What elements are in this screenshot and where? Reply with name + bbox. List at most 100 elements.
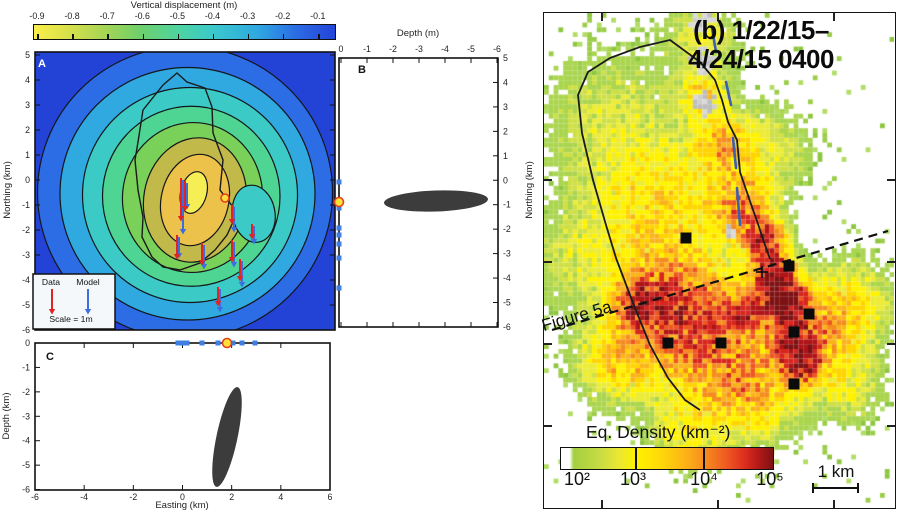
panel-b-label: B: [358, 64, 366, 76]
tick-label: -6: [22, 325, 30, 335]
dike-segment: [731, 136, 738, 170]
tick-label: 2: [25, 125, 30, 135]
displacement-arrow-head: [230, 262, 238, 268]
surface-model-point: [239, 340, 245, 346]
displacement-arrow-head: [238, 282, 246, 288]
tick-label: -5: [22, 300, 30, 310]
dike-model-ellipse: [212, 387, 242, 487]
colorbar-tick-label: -0.4: [204, 11, 221, 21]
map-title-line1: (b) 1/22/15–: [693, 15, 829, 45]
tick-label: -2: [22, 387, 30, 397]
tick-label: 0: [25, 338, 30, 348]
eq-density-tick-label: 10⁵: [756, 469, 784, 489]
tick-label: -4: [503, 273, 511, 283]
eq-density-colorbar: [560, 447, 774, 470]
displacement-arrow-head: [216, 307, 224, 313]
tick-label: 0: [180, 492, 185, 502]
cross-section-dashed-line: [551, 229, 889, 332]
surface-model-point: [336, 225, 342, 231]
tick-label: -5: [503, 298, 511, 308]
panel-a-label: A: [38, 58, 46, 70]
tick-label: 6: [328, 492, 333, 502]
tick-label: 1: [503, 151, 508, 161]
displacement-arrow-head: [228, 219, 236, 225]
station-square: [788, 326, 800, 338]
colorbar-tick-label: -0.1: [310, 11, 326, 21]
colorbar-tick-label: -0.7: [99, 11, 115, 21]
panel-c-xlabel: Easting (km): [155, 500, 209, 511]
colorbar-tick: [37, 34, 39, 39]
displacement-arrow-head: [214, 301, 222, 307]
tick-label: -6: [493, 44, 501, 54]
tick-label: -2: [503, 224, 511, 234]
tick-label: -6: [22, 485, 30, 495]
map-title: (b) 1/22/15– 4/24/15 0400: [632, 15, 890, 74]
tick-label: 1: [25, 150, 30, 160]
displacement-arrow-head: [230, 227, 238, 233]
tick-label: -2: [389, 44, 397, 54]
tick-label: -4: [441, 44, 449, 54]
surface-model-point: [215, 340, 221, 346]
station-square: [680, 232, 692, 244]
displacement-colorbar: [33, 24, 336, 40]
displacement-colorbar-title: Vertical displacement (m): [130, 0, 238, 11]
legend-scale-label: Scale = 1m: [49, 314, 93, 324]
station-square: [788, 378, 800, 390]
sill-model-ellipse: [384, 190, 488, 212]
colorbar-tick-label: -0.5: [169, 11, 185, 21]
colorbar-tick: [142, 34, 145, 39]
tick-label: 0: [339, 44, 344, 54]
displacement-arrow-head: [248, 234, 256, 240]
dike-segment: [710, 26, 718, 54]
eq-density-map: [543, 12, 896, 509]
colorbar-tick: [177, 34, 180, 39]
tick-label: -3: [415, 44, 423, 54]
tick-label: -1: [503, 200, 511, 210]
surface-model-point: [336, 179, 342, 185]
colorbar-tick-label: -0.9: [29, 11, 45, 21]
tick-label: 5: [25, 50, 30, 60]
displacement-arrow-head: [48, 309, 56, 315]
tick-label: -1: [22, 200, 30, 210]
legend-data-label: Data: [41, 277, 61, 287]
tick-label: -6: [31, 492, 39, 502]
tick-label: 0: [503, 175, 508, 185]
colorbar-tick-label: -0.2: [275, 11, 291, 21]
tick-label: 4: [25, 75, 30, 85]
tick-label: 3: [25, 100, 30, 110]
tick-label: 5: [503, 53, 508, 63]
tick-label: 2: [503, 126, 508, 136]
colorbar-divider: [703, 448, 705, 469]
colorbar-tick: [282, 34, 285, 39]
surface-model-point: [336, 241, 342, 247]
colorbar-tick: [318, 34, 320, 39]
colorbar-tick: [107, 34, 109, 39]
station-square: [783, 260, 795, 272]
surface-model-point: [336, 232, 342, 238]
legend-box: [32, 273, 116, 330]
caldera-outline: [134, 72, 234, 271]
tick-label: -4: [22, 275, 30, 285]
dike-segment: [724, 80, 733, 107]
panel-a-frame: [34, 51, 336, 331]
surface-model-point: [180, 340, 186, 346]
colorbar-tick: [212, 34, 215, 39]
surface-model-point: [175, 340, 181, 346]
surface-model-point: [252, 340, 258, 346]
tick-label: 0: [25, 175, 30, 185]
displacement-arrow-head: [198, 260, 206, 266]
surface-model-point: [230, 340, 236, 346]
surface-model-point: [336, 255, 342, 261]
station-square: [662, 337, 674, 349]
tick-label: 4: [278, 492, 283, 502]
displacement-arrow-head: [228, 257, 236, 263]
colorbar-tick-label: -0.3: [240, 11, 256, 21]
tick-label: 2: [229, 492, 234, 502]
eq-density-tick-label: 10³: [619, 469, 646, 489]
eq-density-tick-label: 10⁴: [690, 469, 718, 489]
displacement-arrow-head: [179, 229, 187, 235]
tick-label: -1: [22, 362, 30, 372]
